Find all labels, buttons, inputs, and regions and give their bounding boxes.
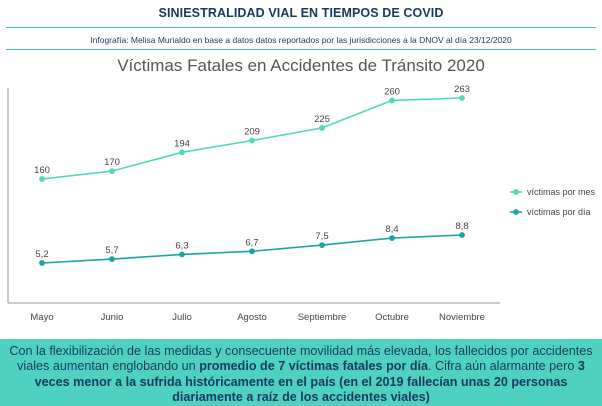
- summary-text-part1: Con la flexibilización de las medidas y …: [9, 344, 593, 374]
- data-point: [109, 168, 115, 175]
- data-label: 160: [34, 165, 50, 176]
- data-point: [459, 232, 465, 238]
- data-point: [39, 260, 45, 266]
- chart-title: Víctimas Fatales en Accidentes de Tránsi…: [117, 56, 485, 75]
- x-tick-label: Octubre: [375, 312, 409, 323]
- data-label: 5,7: [105, 245, 118, 256]
- data-point: [319, 242, 325, 249]
- data-label: 8,8: [455, 221, 468, 232]
- data-point: [179, 251, 185, 258]
- x-tick-label: Agosto: [237, 312, 267, 323]
- legend-swatch-dot: [513, 189, 519, 195]
- data-point: [389, 235, 395, 242]
- data-point: [179, 149, 185, 156]
- summary-highlight-comparison: 3 veces menor a la sufrida históricament…: [34, 359, 585, 405]
- legend-label: víctimas por día: [527, 207, 591, 217]
- data-point: [459, 95, 465, 101]
- summary-highlight-average: promedio de 7 víctimas fatales por día: [199, 359, 429, 374]
- data-label: 6,7: [245, 237, 258, 248]
- data-label: 8,4: [385, 224, 398, 235]
- data-point: [109, 256, 115, 262]
- data-label: 7,5: [315, 231, 328, 242]
- legend-label: víctimas por mes: [527, 187, 596, 197]
- x-tick-label: Junio: [101, 312, 124, 323]
- x-tick-label: Mayo: [30, 312, 53, 323]
- data-label: 6,3: [175, 240, 188, 251]
- data-point: [39, 176, 45, 182]
- data-label: 209: [244, 127, 260, 138]
- bottom-divider: [6, 49, 596, 50]
- summary-text: Con la flexibilización de las medidas y …: [0, 339, 602, 406]
- legend-swatch-dot: [513, 209, 519, 215]
- data-point: [319, 125, 325, 131]
- data-label: 263: [454, 84, 470, 95]
- data-point: [249, 137, 255, 144]
- data-label: 170: [104, 157, 120, 168]
- x-tick-label: Noviembre: [439, 312, 485, 323]
- data-point: [249, 248, 255, 255]
- data-point: [389, 97, 395, 104]
- top-divider: [6, 27, 596, 28]
- data-label: 5,2: [35, 249, 48, 260]
- data-label: 260: [384, 86, 400, 97]
- summary-text-part2: . Cifra aún alarmante pero: [428, 359, 578, 374]
- data-label: 194: [174, 138, 190, 149]
- source-credit: Infografía: Melisa Murialdo en base a da…: [90, 35, 512, 45]
- data-label: 225: [314, 114, 330, 125]
- summary-box: Con la flexibilización de las medidas y …: [0, 339, 602, 406]
- x-tick-label: Septiembre: [298, 312, 347, 323]
- x-tick-label: Julio: [172, 312, 192, 323]
- infographic-title: SINIESTRALIDAD VIAL EN TIEMPOS DE COVID: [158, 6, 444, 20]
